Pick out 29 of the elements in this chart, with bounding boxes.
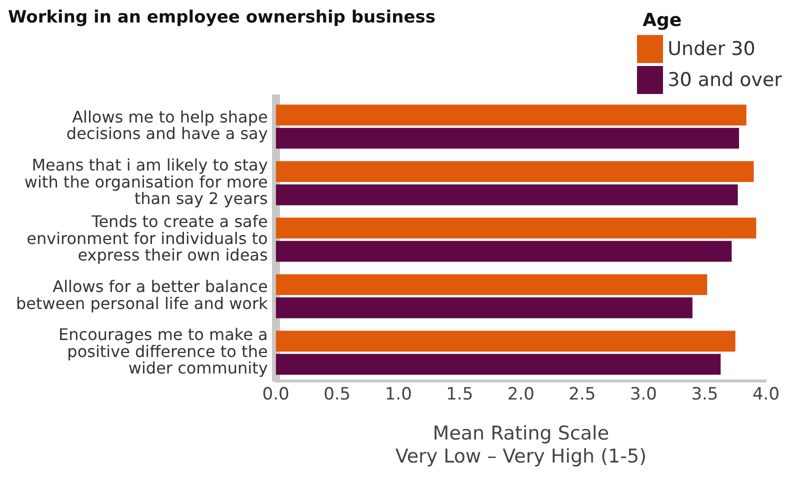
legend-label: 30 and over <box>668 69 782 91</box>
bar <box>276 354 721 375</box>
legend-title: Age <box>642 10 683 31</box>
bar <box>276 240 732 262</box>
y-tick-label: Allows me to help shape decisions and have a say <box>66 107 268 144</box>
x-tick-label: 1.0 <box>384 384 412 405</box>
bar <box>276 274 708 296</box>
x-tick-label: 4.0 <box>752 384 780 405</box>
chart-title: Working in an employee ownership business <box>8 8 436 28</box>
legend-label: Under 30 <box>668 38 756 60</box>
y-tick-label: Tends to create a safe environment for individuals to express their own ideas <box>26 212 268 265</box>
bar <box>276 161 754 182</box>
bar <box>276 218 756 239</box>
x-tick-label: 0.5 <box>324 384 351 405</box>
bar <box>276 128 740 149</box>
bar <box>276 330 736 352</box>
x-tick-label: 2.5 <box>568 384 596 405</box>
x-tick-label: 0.0 <box>262 384 290 405</box>
x-tick-label: 1.5 <box>446 384 474 405</box>
x-tick-label: 2.0 <box>507 384 534 405</box>
bar <box>276 297 692 318</box>
bar <box>276 104 746 126</box>
y-tick-label: Allows for a better balance between personal life and work <box>16 276 269 313</box>
bar <box>276 184 738 206</box>
x-tick-label: 3.0 <box>630 384 657 405</box>
x-tick-label: 3.5 <box>691 384 718 405</box>
y-tick-label: Encourages me to make a positive difference to the wider community <box>58 325 268 378</box>
y-tick-label: Means that i am likely to stay with the organisation for more than say 2 years <box>24 156 268 208</box>
x-axis-title: Mean Rating Scale Very Low – Very High (1-5) <box>395 422 646 468</box>
